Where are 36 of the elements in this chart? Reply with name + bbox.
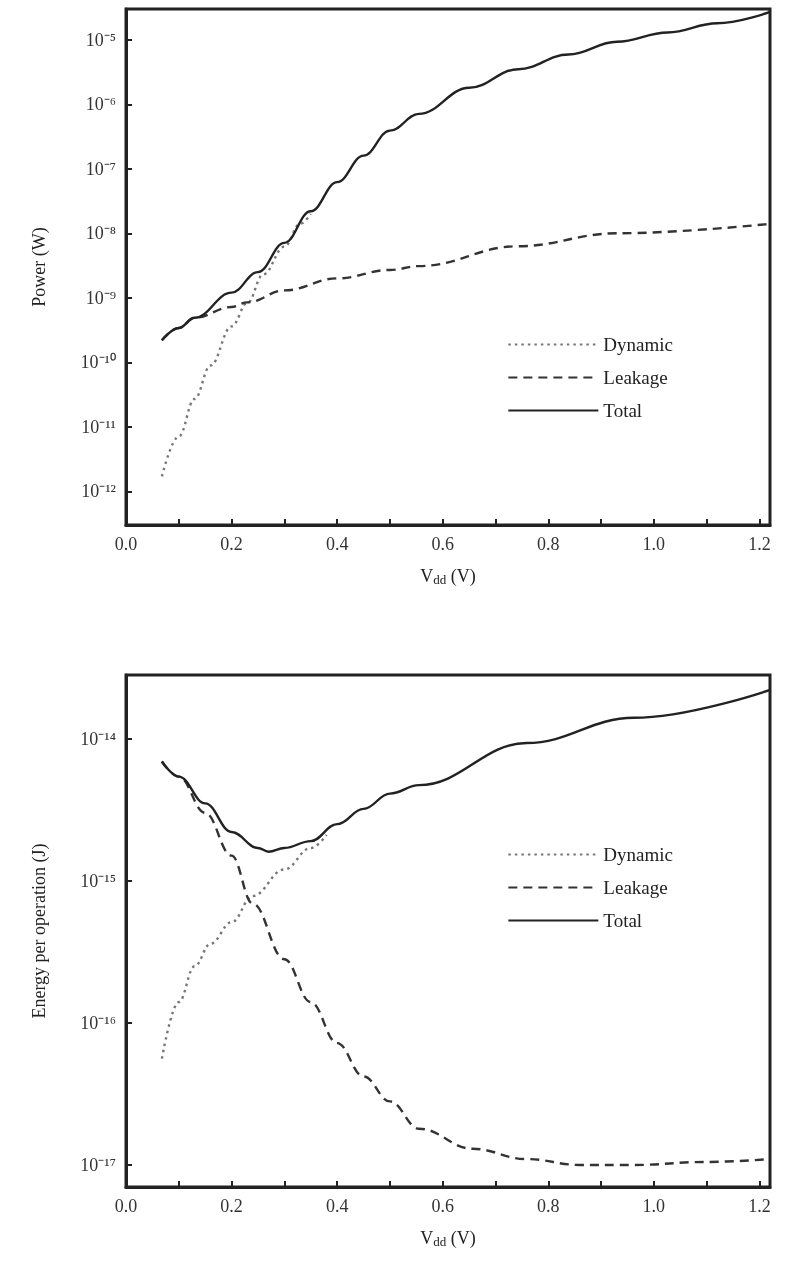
x-tick-label: 0.0 bbox=[114, 1196, 138, 1216]
x-tick-label: 1.2 bbox=[748, 534, 771, 554]
y-tick-label: 10⁻⁹ bbox=[85, 287, 116, 308]
y-tick-label: 10⁻⁶ bbox=[85, 94, 116, 115]
x-tick-label: 0.6 bbox=[431, 1196, 454, 1216]
legend-label: Dynamic bbox=[603, 844, 674, 865]
legend-label: Leakage bbox=[603, 367, 668, 388]
line-series bbox=[160, 212, 312, 478]
y-tick-label: 10⁻⁸ bbox=[85, 223, 116, 244]
y-tick-label: 10⁻⁵ bbox=[85, 29, 116, 50]
x-tick-label: 0.4 bbox=[325, 1196, 349, 1216]
x-tick-label: 0.0 bbox=[114, 534, 138, 554]
x-tick-label: 0.4 bbox=[325, 534, 349, 554]
y-tick-label: 10⁻¹⁴ bbox=[80, 728, 116, 749]
y-tick-label: 10⁻¹² bbox=[81, 481, 116, 502]
legend-label: Leakage bbox=[603, 877, 668, 898]
x-tick-label: 0.2 bbox=[220, 534, 243, 554]
x-tick-label: 1.0 bbox=[642, 1196, 666, 1216]
legend-label: Total bbox=[603, 400, 643, 421]
y-tick-label: 10⁻⁷ bbox=[85, 158, 116, 179]
x-tick-label: 0.6 bbox=[431, 534, 454, 554]
legend-label: Total bbox=[603, 910, 643, 931]
y-tick-label: 10⁻¹⁵ bbox=[80, 870, 116, 891]
y-axis-title: Power (W) bbox=[29, 227, 50, 307]
x-tick-label: 0.8 bbox=[537, 534, 560, 554]
x-tick-label: 1.0 bbox=[642, 534, 666, 554]
y-tick-label: 10⁻¹⁶ bbox=[80, 1012, 116, 1033]
line-series bbox=[160, 833, 328, 1060]
y-tick-label: 10⁻¹⁷ bbox=[80, 1154, 116, 1175]
y-axis-title: Energy per operation (J) bbox=[29, 843, 50, 1019]
x-tick-label: 0.2 bbox=[220, 1196, 243, 1216]
x-tick-label: 0.8 bbox=[537, 1196, 560, 1216]
y-tick-label: 10⁻¹¹ bbox=[81, 416, 116, 437]
legend-label: Dynamic bbox=[603, 334, 674, 355]
x-tick-label: 1.2 bbox=[748, 1196, 771, 1216]
y-tick-label: 10⁻¹⁰ bbox=[80, 352, 116, 373]
